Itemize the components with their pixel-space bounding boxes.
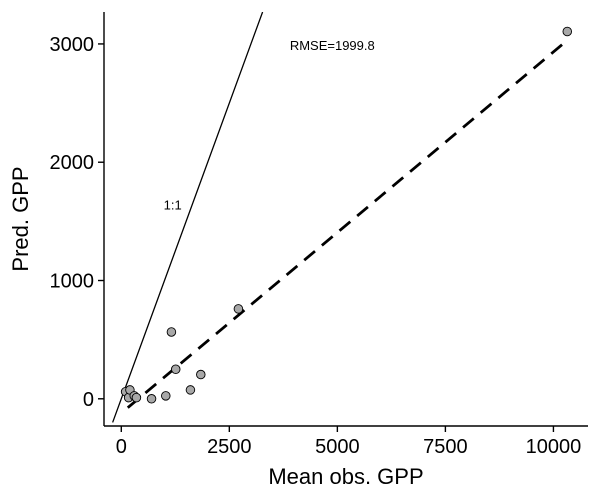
x-tick-label: 7500 [423,436,468,458]
one-to-one-label: 1:1 [164,198,182,213]
y-axis-title: Pred. GPP [8,166,33,271]
rmse-annotation: RMSE=1999.8 [290,38,375,53]
regression-fit-line [126,38,570,409]
x-axis-title: Mean obs. GPP [268,464,423,489]
plot-area [112,12,573,423]
x-tick-label: 5000 [315,436,360,458]
y-tick-label: 3000 [50,34,95,56]
y-tick-label: 2000 [50,152,95,174]
x-tick-label: 2500 [207,436,252,458]
data-point [562,26,573,37]
data-point [196,369,206,380]
data-point [146,394,157,404]
data-point [131,392,142,403]
x-tick-label: 0 [116,436,127,458]
data-point [170,364,181,374]
data-point [166,327,177,337]
data-point [185,385,196,395]
y-axis-ticks: 0 1000 2000 3000 [50,34,104,411]
y-tick-label: 1000 [50,271,95,293]
y-tick-label: 0 [83,389,94,411]
data-point [161,391,171,401]
x-tick-label: 10000 [526,436,582,458]
x-axis-ticks: 0 2500 5000 7500 10000 [116,426,582,458]
one-to-one-line [112,12,264,423]
data-points [120,26,573,404]
data-point [233,304,244,314]
